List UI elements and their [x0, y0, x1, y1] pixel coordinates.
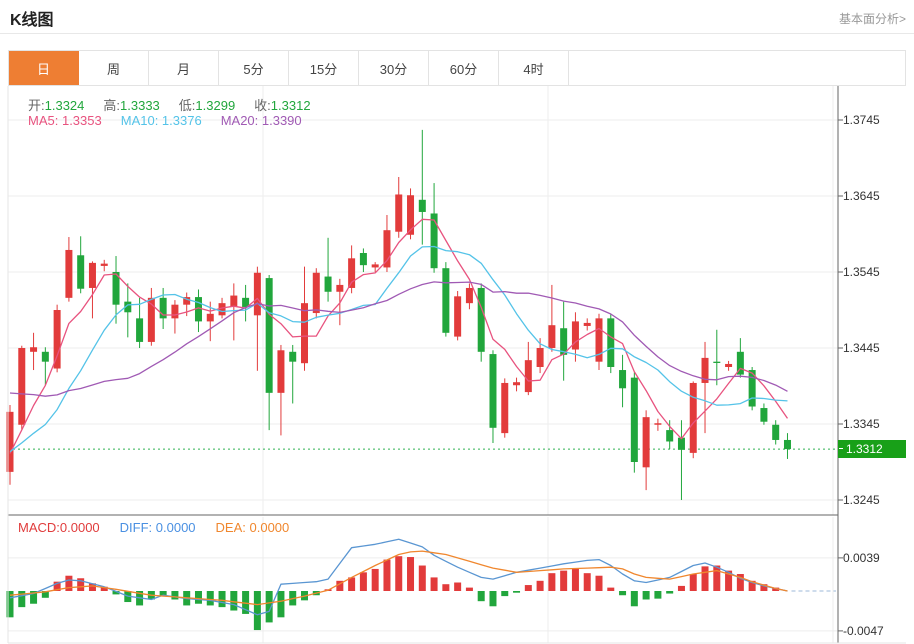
price-tick-label: 1.3445 [843, 341, 880, 355]
legend-macd: MACD:0.0000 [18, 520, 100, 535]
page-title: K线图 [10, 12, 54, 29]
interval-tabbar: 日周月 5分 15分 30分 60分 4时 [8, 50, 906, 86]
current-price-badge: 1.3312 [838, 440, 906, 458]
legend-high: 高:1.3333 [103, 98, 160, 113]
legend-open: 开:1.3324 [28, 98, 85, 113]
fundamental-analysis-link[interactable]: 基本面分析> [838, 12, 906, 26]
header-divider [0, 33, 914, 34]
tab-15min[interactable]: 15分 [289, 51, 359, 85]
price-tick-label: 1.3645 [843, 189, 880, 203]
legend-diff: DIFF: 0.0000 [119, 520, 196, 535]
price-tick-label: 1.3545 [843, 265, 880, 279]
macd-tick-label: -0.0047 [843, 623, 884, 638]
tab-4hour[interactable]: 4时 [499, 51, 569, 85]
legend-ma20: MA20: 1.3390 [220, 113, 302, 128]
tab-30min[interactable]: 30分 [359, 51, 429, 85]
ohlc-legend: 开:1.3324 高:1.3333 低:1.3299 收:1.3312 [28, 95, 311, 114]
legend-dea: DEA: 0.0000 [215, 520, 290, 535]
legend-ma5: MA5: 1.3353 [28, 113, 102, 128]
legend-low: 低:1.3299 [178, 98, 236, 113]
price-tick-label: 1.3245 [843, 493, 880, 507]
tab-day[interactable]: 日 [9, 51, 79, 85]
legend-ma10: MA10: 1.3376 [120, 113, 202, 128]
price-tick-label: 1.3345 [843, 417, 880, 431]
tab-5min[interactable]: 5分 [219, 51, 289, 85]
legend-close: 收:1.3312 [254, 98, 311, 113]
tab-week[interactable]: 周 [79, 51, 149, 85]
ma-legend: MA5: 1.3353 MA10: 1.3376 MA20: 1.3390 [28, 113, 302, 128]
price-tick-label: 1.3745 [843, 113, 880, 127]
tab-month[interactable]: 月 [149, 51, 219, 85]
tab-60min[interactable]: 60分 [429, 51, 499, 85]
macd-legend: MACD:0.0000 DIFF: 0.0000 DEA: 0.0000 [18, 520, 289, 535]
macd-tick-label: 0.0039 [843, 550, 880, 565]
